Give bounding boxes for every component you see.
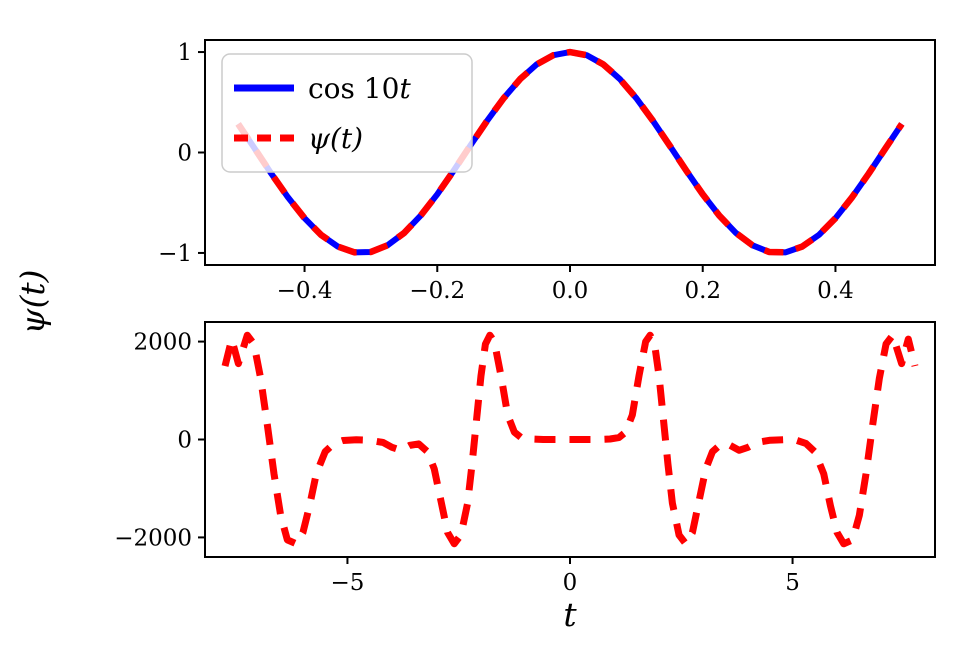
y-tick-label: 2000 [133, 330, 192, 356]
x-tick-label: 0 [563, 570, 578, 596]
bottom-series-group [221, 331, 919, 548]
series-psi-extended-line [221, 331, 919, 548]
legend-entry-label: ψ(t) [308, 122, 363, 155]
top-subplot: −0.4 −0.2 0.0 0.2 0.4 −1 0 1 cos 10t ψ(t) [158, 39, 936, 304]
y-tick-label: −1 [158, 241, 192, 267]
top-series-group [235, 48, 905, 256]
y-tick-label: 0 [177, 141, 192, 167]
bottom-subplot: −5 0 5 −2000 0 2000 [114, 321, 936, 596]
legend: cos 10t ψ(t) [221, 53, 473, 173]
x-tick-label: 0.2 [684, 278, 721, 304]
y-tick-label: −2000 [114, 525, 192, 551]
x-tick-label: −0.2 [409, 278, 465, 304]
y-axis-label: ψ(t) [13, 270, 52, 335]
legend-box [221, 53, 473, 173]
y-tick-label: 0 [177, 428, 192, 454]
y-tick-label: 1 [177, 40, 192, 66]
x-tick-label: −0.4 [277, 278, 333, 304]
series-psi-line [235, 48, 905, 256]
x-tick-label: 5 [785, 570, 800, 596]
x-axis-label: t [563, 595, 577, 634]
x-tick-label: −5 [330, 570, 364, 596]
x-tick-label: 0.4 [817, 278, 854, 304]
legend-entry-label: cos 10t [308, 72, 411, 105]
x-tick-label: 0.0 [552, 278, 589, 304]
